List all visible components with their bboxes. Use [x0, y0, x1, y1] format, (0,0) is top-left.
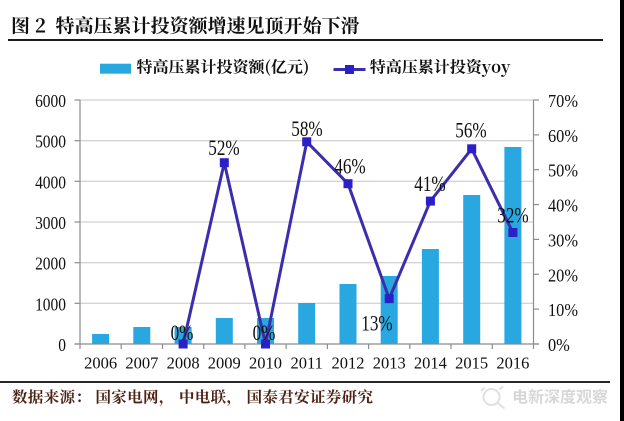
svg-text:0: 0 [58, 335, 66, 355]
svg-text:2006: 2006 [84, 354, 117, 373]
svg-text:52%: 52% [208, 136, 239, 161]
svg-text:6000: 6000 [35, 91, 66, 111]
svg-text:2009: 2009 [208, 354, 241, 373]
svg-text:41%: 41% [414, 172, 445, 197]
svg-text:20%: 20% [548, 266, 578, 286]
svg-text:1000: 1000 [35, 294, 66, 314]
svg-text:2008: 2008 [167, 354, 200, 373]
svg-text:10%: 10% [548, 300, 578, 320]
svg-text:3000: 3000 [35, 213, 66, 233]
svg-text:2011: 2011 [291, 354, 323, 373]
svg-text:2012: 2012 [331, 354, 364, 373]
svg-text:60%: 60% [548, 126, 578, 146]
svg-text:2010: 2010 [249, 354, 282, 373]
svg-text:2015: 2015 [455, 354, 488, 373]
svg-text:30%: 30% [548, 231, 578, 251]
svg-text:5000: 5000 [35, 132, 66, 152]
svg-text:32%: 32% [497, 204, 528, 229]
svg-text:2007: 2007 [125, 354, 158, 373]
svg-text:70%: 70% [548, 91, 578, 111]
svg-text:58%: 58% [291, 117, 322, 142]
svg-text:0%: 0% [253, 321, 276, 346]
svg-text:2000: 2000 [35, 254, 66, 274]
svg-text:46%: 46% [334, 155, 365, 180]
svg-text:50%: 50% [548, 161, 578, 181]
svg-text:0%: 0% [548, 335, 570, 355]
svg-text:2016: 2016 [496, 354, 529, 373]
svg-text:4000: 4000 [35, 172, 66, 192]
svg-text:40%: 40% [548, 196, 578, 216]
svg-text:56%: 56% [455, 119, 486, 144]
svg-text:2013: 2013 [373, 354, 406, 373]
svg-text:0%: 0% [171, 321, 194, 346]
svg-text:2014: 2014 [414, 354, 447, 373]
svg-text:13%: 13% [361, 312, 392, 337]
